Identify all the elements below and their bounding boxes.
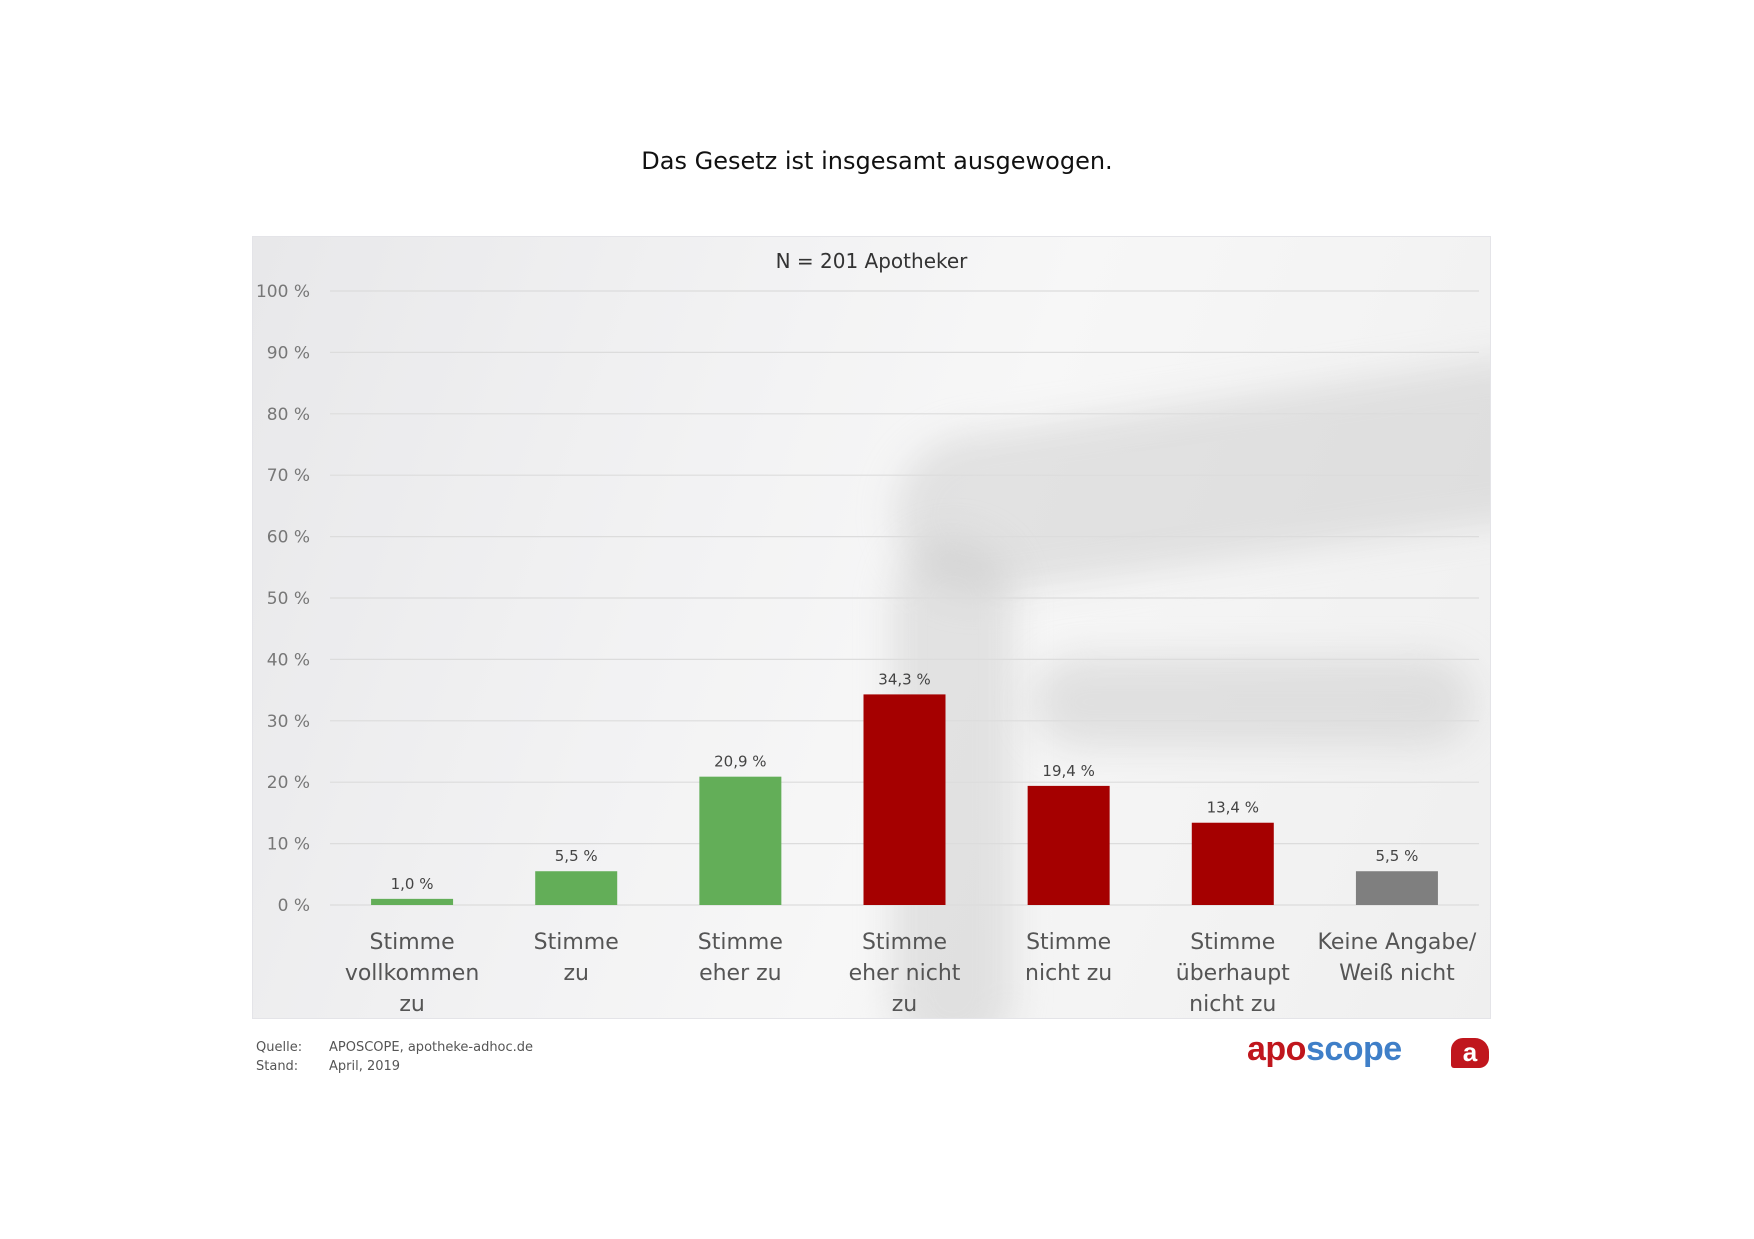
footer: Quelle: APOSCOPE, apotheke-adhoc.de Stan… <box>256 1038 533 1076</box>
logo-part-scope: scope <box>1305 1030 1402 1068</box>
x-tick-label: zu <box>399 992 425 1017</box>
data-label: 20,9 % <box>714 753 766 771</box>
data-label: 5,5 % <box>1375 847 1418 865</box>
source-row: Quelle: APOSCOPE, apotheke-adhoc.de <box>256 1038 533 1057</box>
x-tick-label: Stimme <box>534 930 619 955</box>
x-tick-label: zu <box>892 992 918 1017</box>
y-tick-label: 20 % <box>267 773 310 793</box>
logo-part-apo: apo <box>1247 1030 1306 1068</box>
date-row: Stand: April, 2019 <box>256 1057 533 1076</box>
data-label: 19,4 % <box>1042 762 1094 780</box>
x-tick-label: eher zu <box>699 961 782 986</box>
bar <box>371 898 454 905</box>
x-tick-label: Stimme <box>1026 930 1111 955</box>
x-tick-label: Stimme <box>370 930 455 955</box>
bar <box>1355 871 1438 905</box>
y-tick-label: 0 % <box>278 896 310 916</box>
x-tick-label: nicht zu <box>1025 961 1112 986</box>
y-tick-label: 80 % <box>267 405 310 425</box>
chart-subtitle: N = 201 Apotheker <box>775 249 968 273</box>
chart-title: Das Gesetz ist insgesamt ausgewogen. <box>641 147 1113 175</box>
x-tick-label: eher nicht <box>849 961 961 986</box>
bar <box>535 871 618 905</box>
bar <box>699 776 782 905</box>
data-label: 13,4 % <box>1207 799 1259 817</box>
chart-panel: N = 201 Apotheker 0 % 10 % 20 % 30 % 40 % 50 … <box>252 236 1491 1019</box>
x-tick-label: überhaupt <box>1176 961 1290 986</box>
x-tick-label: zu <box>563 961 589 986</box>
date-label: Stand: <box>256 1059 299 1074</box>
aposcope-logo: aposcope <box>1247 1030 1402 1069</box>
data-label: 34,3 % <box>878 670 930 688</box>
bar <box>1027 785 1110 905</box>
bar <box>1191 822 1274 905</box>
y-tick-label: 10 % <box>267 835 310 855</box>
source-label: Quelle: <box>256 1040 303 1055</box>
x-tick-label: vollkommen <box>345 961 479 986</box>
x-tick-label: Stimme <box>698 930 783 955</box>
y-tick-label: 50 % <box>267 589 310 609</box>
x-tick-label: Weiß nicht <box>1339 961 1455 986</box>
x-tick-label: Stimme <box>862 930 947 955</box>
data-label: 5,5 % <box>555 847 598 865</box>
y-tick-label: 90 % <box>267 343 310 363</box>
data-label: 1,0 % <box>391 875 434 893</box>
y-tick-label: 60 % <box>267 528 310 548</box>
y-tick-label: 40 % <box>267 650 310 670</box>
background-watermark-3 <box>1033 657 1473 747</box>
y-tick-label: 100 % <box>256 282 310 302</box>
source-value: APOSCOPE, apotheke-adhoc.de <box>329 1040 534 1055</box>
x-tick-label: nicht zu <box>1189 992 1276 1017</box>
bar-chart: 0 % 10 % 20 % 30 % 40 % 50 % 60 % 70 % 80 % 90 % 1… <box>256 282 1479 1017</box>
date-value: April, 2019 <box>329 1059 401 1074</box>
x-tick-label: Keine Angabe/ <box>1318 930 1477 955</box>
x-tick-label: Stimme <box>1190 930 1275 955</box>
y-tick-label: 30 % <box>267 712 310 732</box>
bar <box>863 694 946 905</box>
apotheke-adhoc-badge-icon: a <box>1451 1038 1489 1068</box>
y-tick-label: 70 % <box>267 466 310 486</box>
